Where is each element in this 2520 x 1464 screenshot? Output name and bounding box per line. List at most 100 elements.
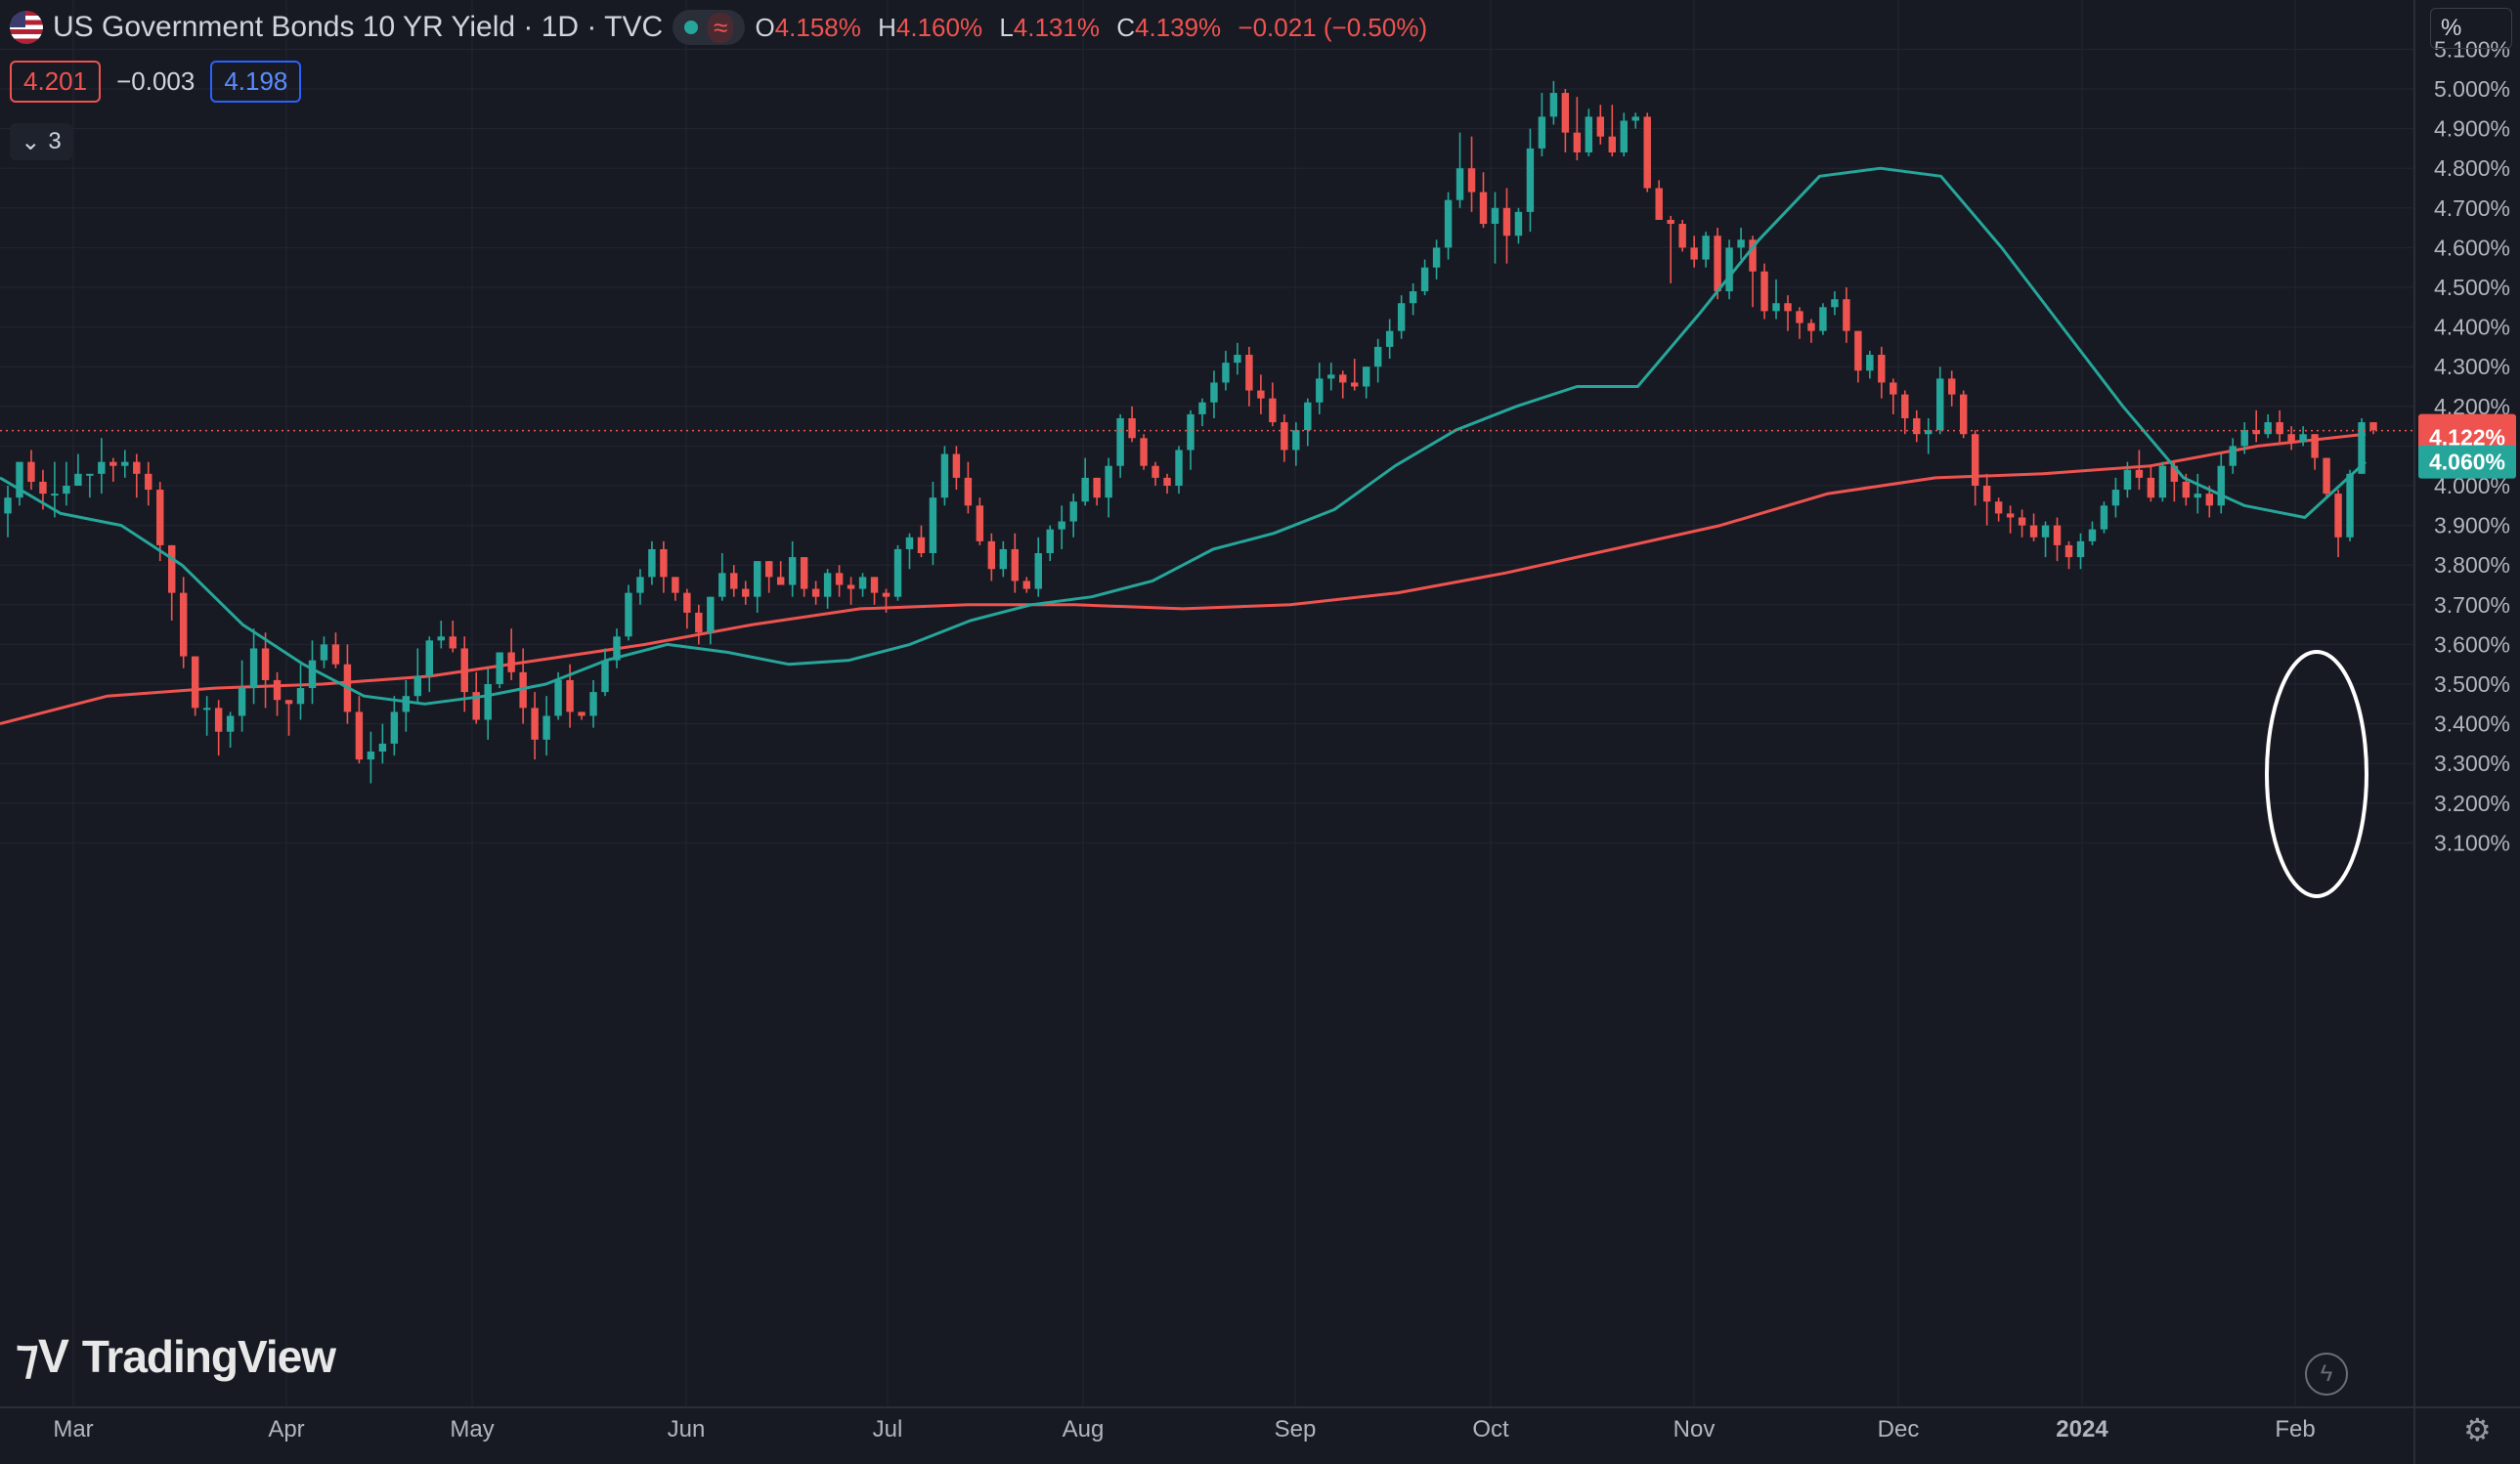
open-value: 4.158%	[774, 12, 861, 42]
bid-button[interactable]: 4.201	[10, 61, 102, 103]
candle-body	[2346, 473, 2354, 538]
candle-body	[1655, 188, 1663, 220]
candle-body	[905, 537, 914, 549]
ask-button[interactable]: 4.198	[210, 61, 302, 103]
indicators-toggle[interactable]: ⌄ 3	[10, 123, 72, 160]
candle-body	[1994, 501, 2003, 514]
candle-body	[1140, 438, 1148, 466]
candle-body	[1069, 501, 1077, 522]
candle-body	[1573, 132, 1582, 152]
candle-body	[2111, 490, 2120, 506]
gear-icon[interactable]: ⚙	[2463, 1412, 2492, 1447]
candle-body	[742, 588, 750, 597]
moving-average-slow	[0, 432, 2367, 726]
candle-body	[1526, 148, 1535, 212]
candle-body	[145, 473, 152, 491]
candle-body	[2299, 434, 2307, 443]
candle-body	[917, 537, 926, 554]
candle-body	[730, 573, 738, 589]
x-tick-label: 2024	[2056, 1416, 2108, 1442]
candle-body	[1339, 374, 1347, 383]
candle-body	[191, 656, 199, 709]
candle-body	[1292, 430, 1300, 451]
candle-body	[1373, 346, 1382, 367]
candle-body	[1549, 93, 1558, 117]
candle-body	[1327, 374, 1335, 379]
data-delay-icon: ≈	[708, 12, 734, 43]
candle-body	[308, 660, 317, 689]
candle-body	[1901, 394, 1909, 418]
candle-body	[402, 696, 411, 712]
candle-body	[378, 743, 387, 753]
ma-line	[0, 432, 2367, 726]
tradingview-mark-icon: ⁊V	[16, 1331, 69, 1383]
candle-body	[202, 708, 211, 710]
candle-body	[625, 592, 632, 637]
candle-body	[1772, 303, 1780, 312]
candle-body	[1245, 355, 1253, 391]
candle-body	[976, 505, 984, 541]
candle-body	[952, 453, 961, 478]
y-tick-label: 3.300%	[2434, 751, 2510, 776]
candle-body	[1631, 116, 1639, 121]
candle-body	[1175, 450, 1183, 486]
x-tick-label: Oct	[1472, 1416, 1509, 1442]
candle-body	[1982, 486, 1991, 502]
candle-body	[1385, 330, 1394, 347]
high-key: H	[878, 12, 896, 42]
symbol-title[interactable]: US Government Bonds 10 YR Yield · 1D · T…	[53, 11, 664, 43]
candle-body	[214, 708, 223, 732]
candle-body	[2358, 422, 2366, 474]
candle-body	[1925, 430, 1933, 435]
candle-body	[2229, 446, 2237, 466]
candle-body	[858, 577, 867, 589]
candle-body	[718, 573, 726, 597]
candle-body	[2170, 465, 2179, 482]
candle-body	[893, 548, 902, 597]
price-label-text: 4.060%	[2429, 450, 2505, 475]
indicators-count: 3	[48, 128, 62, 154]
candle-body	[74, 473, 82, 486]
candle-body	[449, 636, 456, 649]
y-tick-label: 4.300%	[2434, 354, 2510, 379]
market-open-dot-icon	[684, 21, 699, 34]
candle-body	[2100, 505, 2108, 530]
time-axis[interactable]: Mar Apr May Jun Jul Aug Sep Oct Nov Dec 2024 Feb	[53, 1416, 2315, 1442]
tradingview-logo: ⁊V TradingView	[16, 1329, 336, 1384]
scale-unit-button[interactable]: %	[2430, 8, 2512, 49]
candle-body	[1890, 382, 1897, 395]
candle-body	[764, 561, 773, 578]
candle-body	[2123, 469, 2132, 491]
candle-body	[1585, 116, 1593, 152]
candle-body	[1397, 303, 1406, 331]
candle-body	[98, 461, 106, 474]
lightning-icon[interactable]: ϟ	[2305, 1353, 2348, 1396]
candle-body	[1210, 382, 1218, 403]
candle-body	[1749, 239, 1757, 272]
y-tick-label: 4.900%	[2434, 116, 2510, 142]
candle-body	[1151, 465, 1159, 478]
candle-body	[847, 584, 855, 589]
candle-body	[2240, 430, 2248, 447]
candle-body	[1714, 236, 1721, 292]
candle-body	[472, 692, 480, 720]
candle-body	[2182, 481, 2191, 498]
candle-body	[1667, 219, 1674, 225]
candle-body	[1643, 116, 1651, 189]
close-key: C	[1116, 12, 1135, 42]
open-key: O	[755, 12, 775, 42]
candle-body	[1596, 116, 1605, 137]
logo-text: TradingView	[81, 1331, 336, 1382]
candle-body	[168, 544, 176, 593]
candle-body	[2029, 525, 2038, 538]
candle-body	[1058, 521, 1065, 530]
candle-body	[1760, 271, 1768, 312]
price-label-box	[2418, 445, 2516, 479]
y-tick-label: 5.000%	[2434, 76, 2510, 102]
candle-body	[2252, 430, 2260, 435]
candle-body	[601, 660, 609, 693]
market-status-pill[interactable]: ≈	[673, 10, 746, 45]
spread-value: −0.003	[116, 66, 196, 96]
